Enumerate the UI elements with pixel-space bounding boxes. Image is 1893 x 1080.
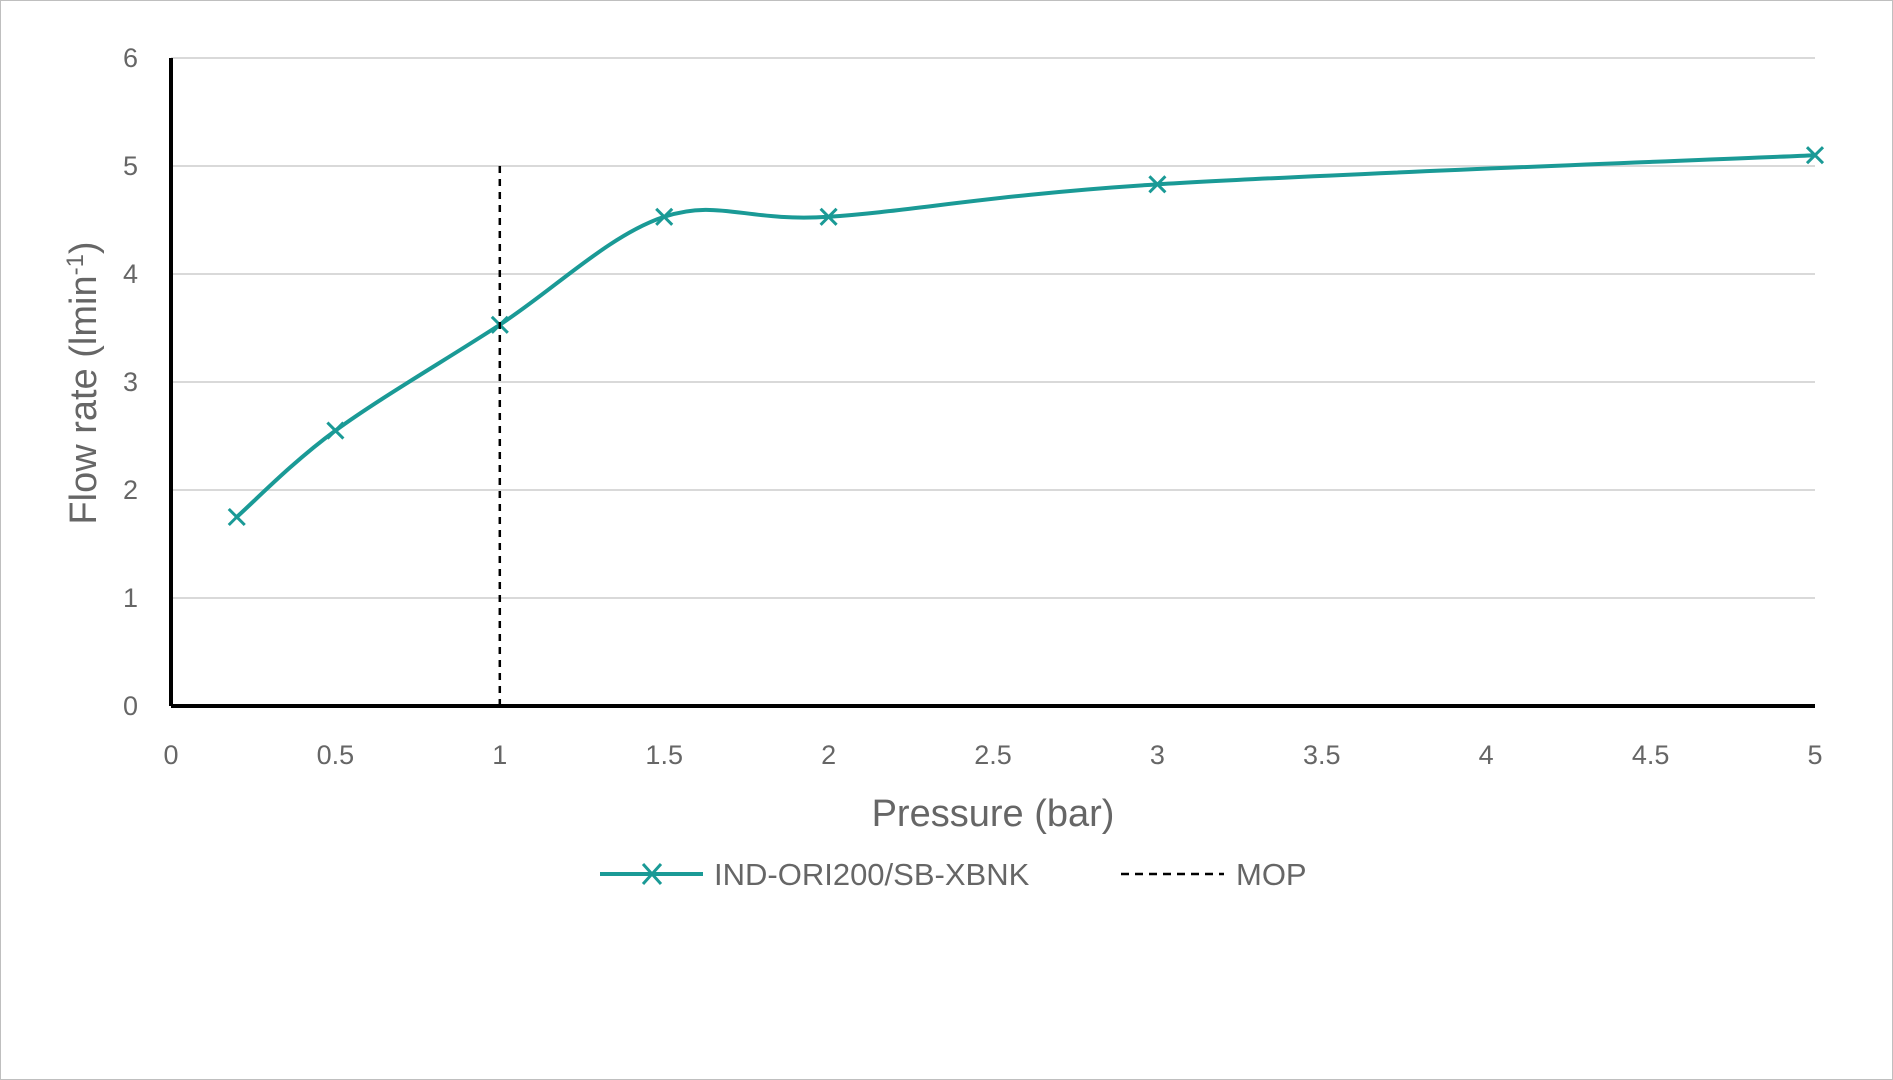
x-tick-label: 4.5 [1632,740,1670,770]
y-tick-labels: 0 1 2 3 4 5 6 [123,43,138,721]
legend-label-mop: MOP [1236,857,1307,892]
data-point-marker-0 [227,507,246,527]
x-tick-label: 0.5 [317,740,355,770]
x-tick-label: 5 [1807,740,1822,770]
x-tick-label: 2 [821,740,836,770]
legend-item-mop: MOP [1121,857,1307,892]
x-tick-label: 1.5 [645,740,683,770]
y-axis-title: Flow rate (lmin-1) [62,241,105,524]
y-tick-label: 1 [123,583,138,613]
series-layer [227,146,1825,706]
y-tick-label: 5 [123,151,138,181]
x-tick-labels: 0 0.5 1 1.5 2 2.5 3 3.5 4 4.5 5 [163,740,1822,770]
x-axis-title: Pressure (bar) [872,793,1115,835]
data-point-marker-6 [1805,146,1825,165]
x-tick-label: 3.5 [1303,740,1341,770]
y-tick-label: 6 [123,43,138,73]
data-point-marker-3 [655,207,674,226]
y-tick-label: 3 [123,367,138,397]
x-tick-label: 4 [1479,740,1494,770]
data-point-marker-1 [326,421,345,440]
gridlines [171,57,1815,599]
data-point-marker-4 [819,207,838,226]
x-tick-label: 2.5 [974,740,1012,770]
legend: IND-ORI200/SB-XBNK MOP [600,857,1307,892]
legend-item-series: IND-ORI200/SB-XBNK [600,857,1030,892]
legend-label-series: IND-ORI200/SB-XBNK [714,857,1030,892]
axes [169,58,1815,708]
legend-marker-x-icon [641,862,663,886]
y-tick-label: 4 [123,259,138,289]
data-point-marker-5 [1148,175,1167,194]
y-tick-label: 2 [123,475,138,505]
x-tick-label: 3 [1150,740,1165,770]
series-line-ind-ori200 [234,153,1817,519]
y-tick-label: 0 [123,691,138,721]
x-tick-label: 0 [163,740,178,770]
x-tick-label: 1 [492,740,507,770]
